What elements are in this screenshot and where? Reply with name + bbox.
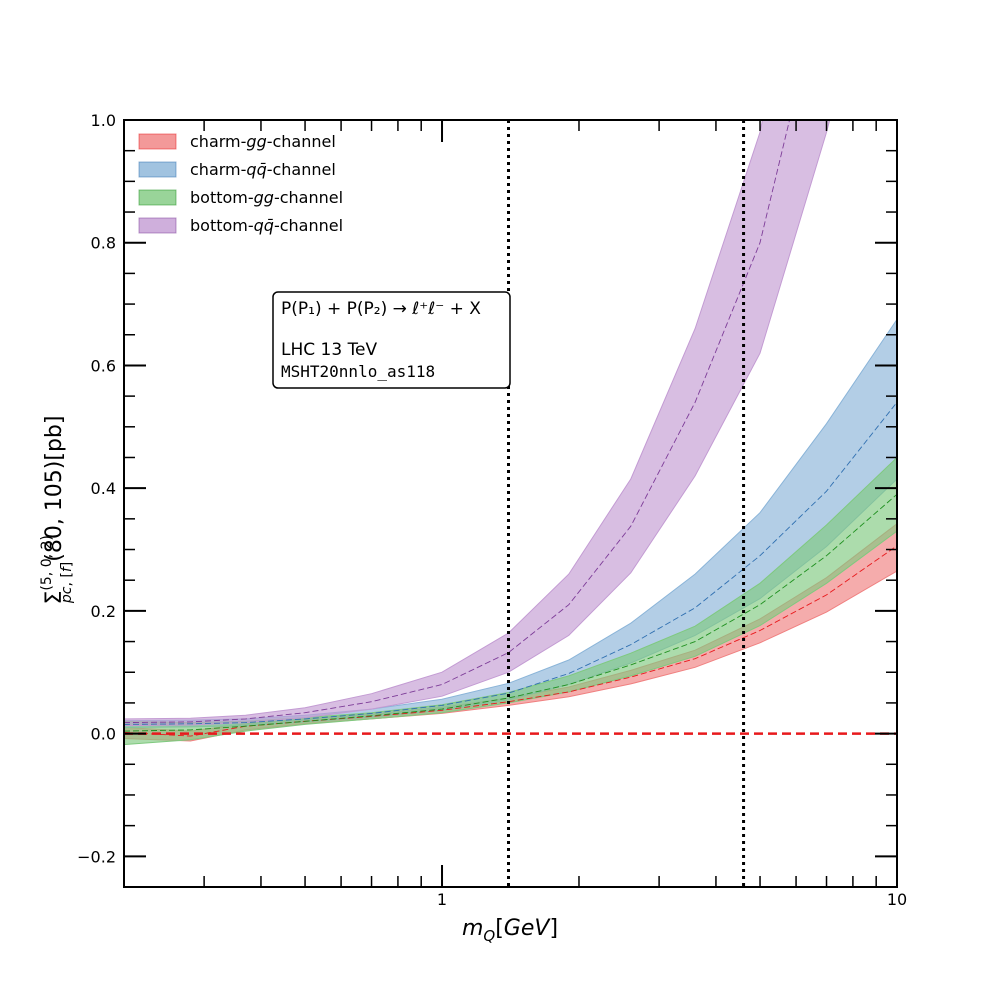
y-tick-label: 0.0 xyxy=(91,725,116,744)
y-tick-label: 1.0 xyxy=(91,111,116,130)
series-2-band xyxy=(124,456,897,746)
legend-swatch-0 xyxy=(138,133,177,150)
y-tick-label: −0.2 xyxy=(77,847,116,866)
legend-label-0: charm-gg-channel xyxy=(190,132,336,151)
y-tick-label: 0.6 xyxy=(91,356,116,375)
reference-lines-layer xyxy=(124,120,897,887)
legend-label-1: charm-qq̄-channel xyxy=(190,160,336,179)
y-tick-label: 0.2 xyxy=(91,602,116,621)
annotation-process: P(P₁) + P(P₂) → ℓ⁺ℓ⁻ + X xyxy=(281,299,481,319)
tick-labels-layer: −0.2 0.0 0.2 0.4 0.6 0.8 1.0 1 10 xyxy=(77,111,907,909)
y-axis-title: Σ(5, 0, 2)pc, [f](80, 105)[pb] xyxy=(39,416,75,605)
annotation-collider: LHC 13 TeV xyxy=(281,340,378,360)
x-tick-label: 1 xyxy=(437,890,447,909)
legend-label-2: bottom-gg-channel xyxy=(190,188,343,207)
legend-swatch-2 xyxy=(138,189,177,206)
x-tick-label: 10 xyxy=(887,890,907,909)
annotation-pdf: MSHT20nnlo_as118 xyxy=(281,362,435,381)
legend-label-3: bottom-qq̄-channel xyxy=(190,216,343,235)
annotation-frame xyxy=(272,291,511,389)
y-tick-label: 0.4 xyxy=(91,479,116,498)
annotation-box: P(P₁) + P(P₂) → ℓ⁺ℓ⁻ + X LHC 13 TeV MSHT… xyxy=(272,291,511,389)
legend-swatch-3 xyxy=(138,217,177,234)
series-1-central-line xyxy=(124,402,897,725)
series-3-band xyxy=(124,120,831,727)
plot-frame xyxy=(123,119,898,888)
series-3-central-line xyxy=(124,120,791,724)
y-tick-label: 0.8 xyxy=(91,234,116,253)
x-axis-title: mQ[GeV] xyxy=(462,916,558,945)
legend: charm-gg-channel charm-qq̄-channel bottom-… xyxy=(138,132,343,235)
legend-swatch-1 xyxy=(138,161,177,178)
series-2-central-line xyxy=(124,493,897,732)
